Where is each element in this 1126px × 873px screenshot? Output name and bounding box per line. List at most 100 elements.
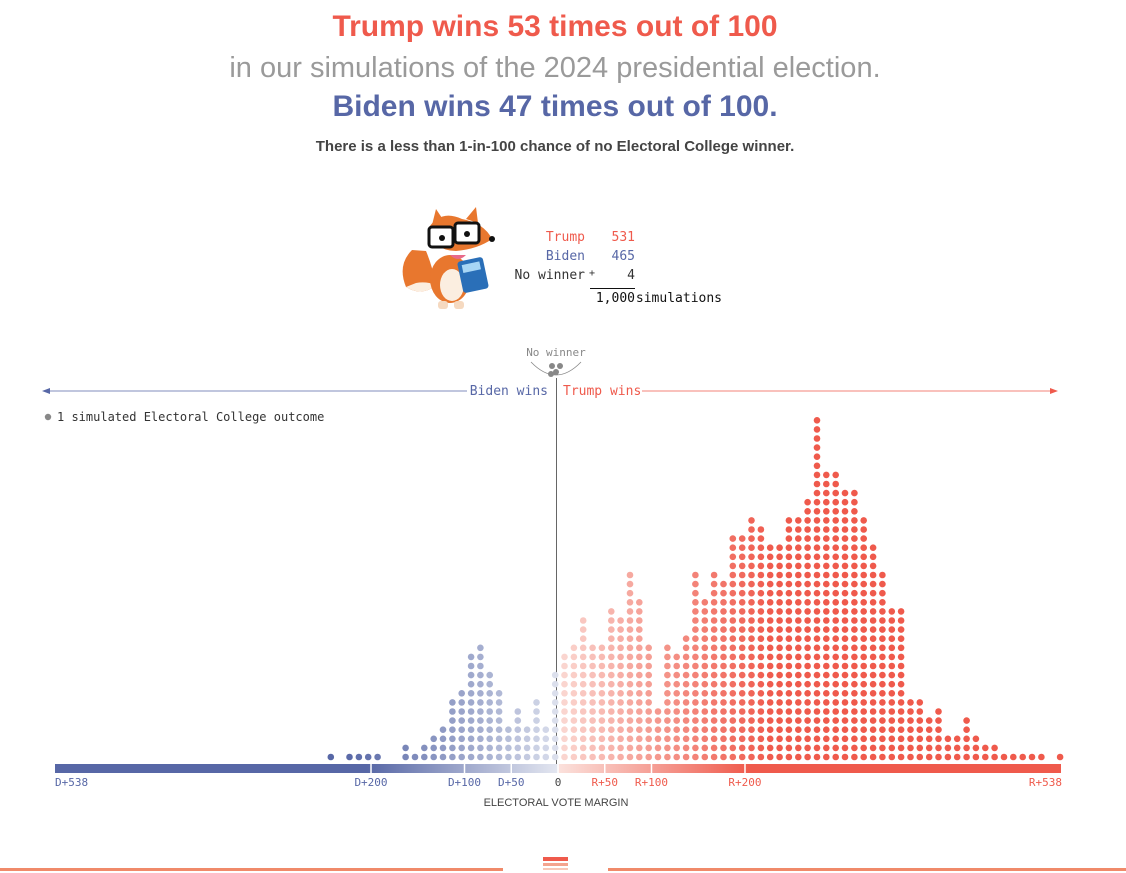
outcome-dot [888, 626, 896, 633]
outcome-dot [654, 708, 662, 715]
outcome-dot [449, 753, 456, 761]
outcome-dot [766, 544, 774, 551]
outcome-dot [551, 699, 559, 706]
outcome-dot [776, 553, 783, 561]
outcome-dot [832, 553, 839, 561]
outcome-dot [467, 717, 475, 724]
outcome-dot [729, 644, 737, 652]
outcome-dot [570, 690, 578, 697]
outcome-dot [1000, 753, 1008, 761]
outcome-dot [664, 708, 671, 715]
outcome-dot [757, 753, 765, 761]
outcome-dot [692, 571, 699, 579]
outcome-dot [458, 717, 466, 724]
outcome-dot [785, 744, 793, 752]
outcome-dot [692, 726, 699, 733]
outcome-dot [804, 562, 811, 570]
outcome-dot [617, 708, 624, 715]
outcome-dot [963, 726, 970, 733]
outcome-dot [692, 690, 699, 697]
outcome-dot [701, 635, 709, 642]
outcome-dot [841, 498, 849, 506]
dot-columns [327, 417, 1064, 761]
outcome-dot [832, 671, 839, 679]
outcome-dot [579, 626, 587, 633]
outcome-dot [692, 589, 699, 597]
outcome-dot [701, 680, 709, 688]
outcome-dot [477, 726, 484, 733]
outcome-dot [869, 626, 877, 633]
outcome-dot [860, 517, 867, 524]
outcome-dot [738, 644, 746, 652]
outcome-dot [729, 753, 737, 761]
outcome-dot [729, 553, 737, 561]
outcome-dot [1010, 753, 1017, 761]
outcome-dot [467, 671, 475, 679]
outcome-dot [421, 753, 428, 761]
outcome-dot [570, 671, 578, 679]
outcome-dot [804, 708, 811, 715]
legend-text: 1 simulated Electoral College outcome [57, 410, 324, 424]
outcome-dot [598, 708, 606, 715]
outcome-dot [570, 735, 578, 743]
outcome-dot [664, 690, 671, 697]
outcome-dot [804, 690, 811, 697]
outcome-dot [710, 671, 718, 679]
outcome-dot [776, 735, 783, 743]
outcome-dot [449, 744, 456, 752]
outcome-dot [682, 653, 690, 661]
outcome-dot [823, 626, 830, 633]
outcome-dot [729, 690, 737, 697]
outcome-dot [598, 735, 606, 743]
headline-middle: in our simulations of the 2024 president… [229, 52, 881, 84]
outcome-dot [701, 717, 709, 724]
outcome-dot [477, 753, 484, 761]
outcome-dot [823, 744, 830, 752]
outcome-dot [869, 753, 877, 761]
outcome-dot [514, 726, 522, 733]
outcome-dot [813, 690, 821, 697]
outcome-dot [766, 753, 774, 761]
outcome-dot [785, 753, 793, 761]
outcome-dot [766, 589, 774, 597]
outcome-dot [636, 608, 643, 615]
tally-total: 1,000 [595, 291, 635, 306]
tick-label: R+538 [1029, 776, 1062, 789]
outcome-dot [598, 699, 606, 706]
outcome-dot [654, 735, 662, 743]
x-axis-ticks: D+538 D+200 D+100 D+50 0 R+50 R+100 R+200 R+538 [55, 764, 1062, 789]
outcome-dot [869, 580, 877, 588]
outcome-dot [626, 717, 634, 724]
outcome-dot [682, 662, 690, 670]
outcome-dot [879, 699, 886, 706]
outcome-dot [748, 580, 755, 588]
outcome-dot [411, 753, 419, 761]
outcome-dot [467, 690, 475, 697]
outcome-dot [710, 626, 718, 633]
outcome-dot [608, 617, 615, 624]
outcome-dot [776, 653, 783, 661]
outcome-dot [841, 662, 849, 670]
outcome-dot [860, 735, 867, 743]
outcome-dot [907, 753, 914, 761]
outcome-dot [738, 717, 746, 724]
outcome-dot [692, 626, 699, 633]
outcome-dot [841, 617, 849, 624]
outcome-dot [851, 671, 858, 679]
outcome-dot [729, 635, 737, 642]
outcome-dot [617, 635, 624, 642]
outcome-dot [832, 744, 839, 752]
outcome-dot [729, 535, 737, 542]
outcome-dot [851, 498, 858, 506]
outcome-dot [785, 599, 793, 606]
outcome-dot [402, 753, 409, 761]
outcome-dot [935, 726, 942, 733]
outcome-dot [692, 753, 699, 761]
outcome-dot [860, 662, 867, 670]
outcome-dot [766, 644, 774, 652]
outcome-dot [692, 599, 699, 606]
outcome-dot [879, 680, 886, 688]
outcome-dot [654, 726, 662, 733]
outcome-dot [860, 553, 867, 561]
outcome-dot [579, 635, 587, 642]
